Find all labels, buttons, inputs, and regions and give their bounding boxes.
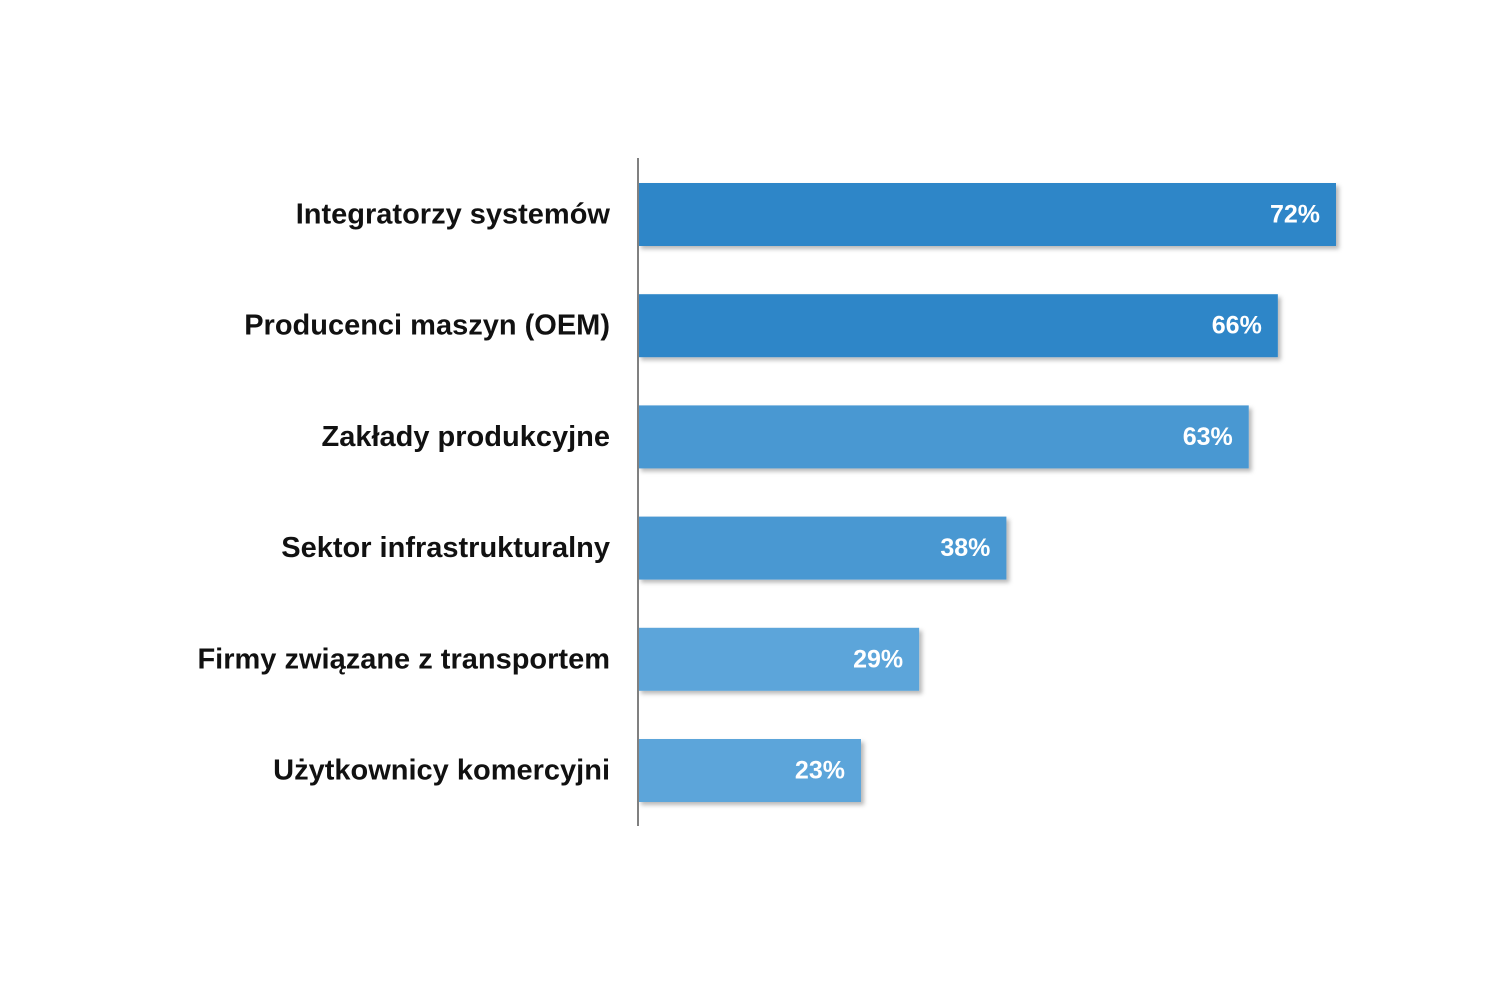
category-label: Integratorzy systemów <box>296 199 611 231</box>
category-label: Użytkownicy komercyjni <box>273 755 610 787</box>
category-label: Zakłady produkcyjne <box>322 421 611 453</box>
bar-1 <box>638 294 1278 358</box>
value-label: 72% <box>1270 201 1320 229</box>
category-label: Producenci maszyn (OEM) <box>244 310 610 342</box>
bar-3 <box>638 516 1007 580</box>
value-label: 66% <box>1212 312 1262 340</box>
value-label: 63% <box>1183 423 1233 451</box>
value-label: 29% <box>853 645 903 673</box>
bar-5 <box>638 739 861 802</box>
category-label: Sektor infrastrukturalny <box>281 532 610 564</box>
bar-0 <box>638 183 1336 246</box>
bar-2 <box>638 405 1249 469</box>
category-label: Firmy związane z transportem <box>197 643 610 675</box>
value-label: 23% <box>795 757 845 785</box>
value-label: 38% <box>940 534 990 562</box>
bar-4 <box>638 627 920 691</box>
